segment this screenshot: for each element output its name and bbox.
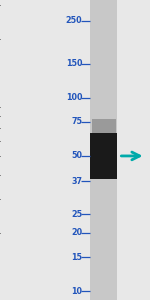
Text: 10: 10 [72,286,82,296]
Bar [90,133,117,179]
Text: 50: 50 [72,152,82,160]
Text: 37: 37 [72,177,82,186]
Text: 15: 15 [72,253,82,262]
Text: 25: 25 [71,210,82,219]
Text: 75: 75 [72,117,82,126]
Text: 250: 250 [66,16,82,25]
Text: 20: 20 [71,228,82,237]
Text: 150: 150 [66,59,82,68]
Bar [92,119,116,133]
Text: 100: 100 [66,93,82,102]
Bar [90,0,117,300]
